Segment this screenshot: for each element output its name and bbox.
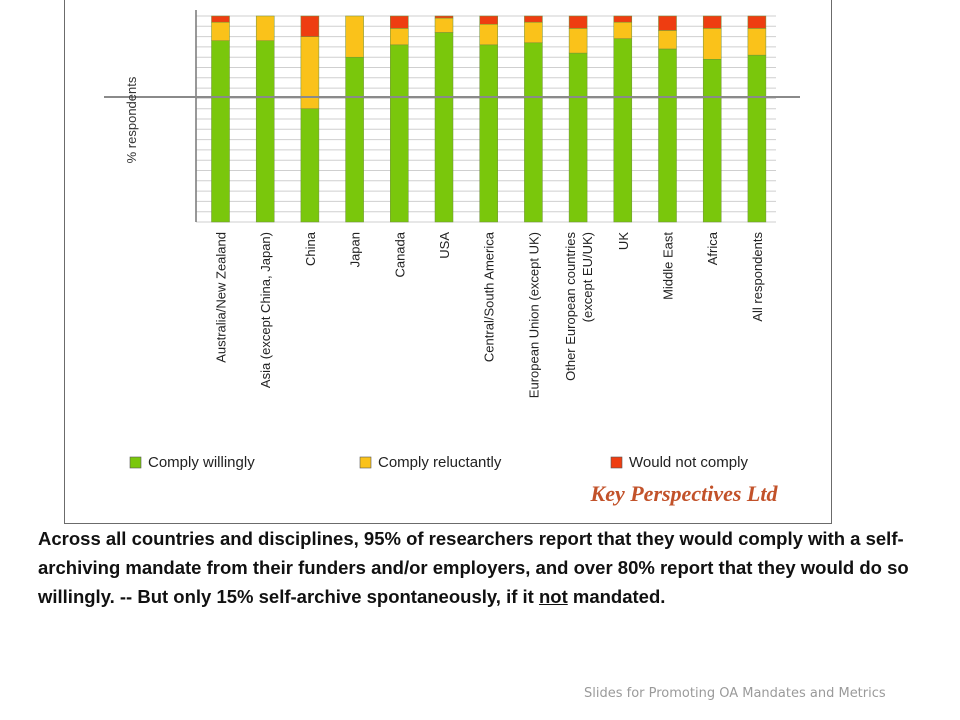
bar-segment: [613, 15, 633, 23]
bar-segment: [702, 28, 722, 60]
category-label: Central/South America: [482, 231, 497, 362]
category-label: Canada: [392, 231, 407, 277]
bar-segment: [255, 40, 275, 223]
bar-segment: [390, 28, 409, 46]
bar-segment: [211, 40, 230, 223]
legend-swatch: [610, 456, 623, 469]
caption-text-end: mandated.: [567, 586, 666, 607]
bar-segment: [479, 15, 498, 25]
bar-segment: [747, 54, 767, 223]
logo-text: Key Perspectives Ltd: [590, 481, 779, 506]
category-label: (except EU/UK): [580, 232, 595, 322]
bar-segment: [434, 17, 454, 33]
category-label: Other European countries: [563, 232, 578, 381]
caption: Across all countries and disciplines, 95…: [38, 524, 928, 611]
bar-segment: [524, 42, 543, 223]
category-label: Asia (except China, Japan): [258, 232, 273, 388]
category-label: USA: [437, 232, 452, 259]
category-label: UK: [616, 232, 631, 250]
bar-segment: [479, 44, 498, 223]
category-label: Japan: [348, 232, 363, 267]
bar-segment: [434, 32, 454, 223]
bar-segment: [211, 21, 230, 41]
bar-segment: [658, 15, 677, 31]
legend-label: Comply reluctantly: [378, 454, 502, 471]
y-axis-label: % respondents: [124, 76, 139, 163]
bar-segment: [568, 15, 588, 29]
chart-frame: [64, 0, 832, 524]
category-label: Middle East: [661, 232, 676, 300]
bar-segment: [702, 15, 722, 29]
category-label: European Union (except UK): [526, 232, 541, 398]
bar-segment: [658, 48, 677, 223]
bar-segment: [255, 15, 275, 41]
bar-segment: [702, 59, 722, 223]
bar-segment: [390, 15, 409, 29]
bar-segment: [345, 15, 364, 58]
category-label: China: [303, 231, 318, 266]
bar-segment: [390, 44, 409, 223]
bar-segment: [747, 15, 767, 29]
bar-segment: [434, 15, 454, 19]
bar-segment: [613, 21, 633, 39]
bar-segment: [524, 15, 543, 23]
bar-segment: [300, 108, 320, 223]
category-label: All respondents: [750, 232, 765, 322]
bar-segment: [479, 23, 498, 46]
bar-segment: [300, 15, 320, 37]
caption-underlined-word: not: [538, 586, 568, 607]
category-label: Australia/New Zealand: [214, 232, 229, 363]
legend-label: Would not comply: [629, 454, 748, 471]
bar-segment: [524, 21, 543, 44]
category-label: Africa: [705, 231, 720, 265]
caption-text: Across all countries and disciplines, 95…: [38, 528, 909, 607]
bar-segment: [211, 15, 230, 23]
legend-swatch: [129, 456, 142, 469]
bar-segment: [568, 28, 588, 54]
bar-segment: [568, 52, 588, 223]
legend-label: Comply willingly: [148, 454, 255, 471]
legend-swatch: [359, 456, 372, 469]
bar-segment: [658, 30, 677, 50]
bar-segment: [613, 38, 633, 223]
bar-segment: [747, 28, 767, 56]
bar-segment: [345, 56, 364, 223]
footer-text: Slides for Promoting OA Mandates and Met…: [584, 686, 886, 701]
